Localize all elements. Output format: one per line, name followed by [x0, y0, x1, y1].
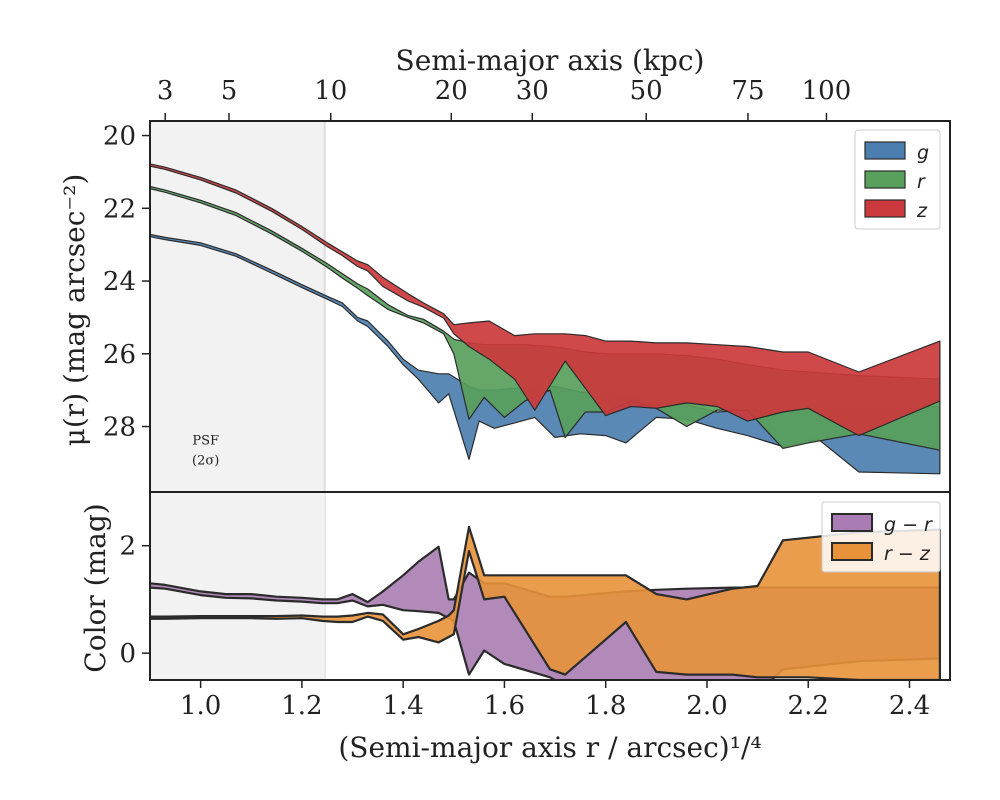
x-tick-label: 1.6: [484, 691, 525, 721]
bottom-y-tick-label: 0: [119, 639, 136, 669]
kpc-tick-label: 3: [157, 76, 174, 106]
top-legend-label: z: [916, 200, 928, 222]
bottom-y-tick-label: 2: [119, 532, 136, 562]
top-legend-label: r: [917, 171, 926, 193]
top-y-tick-label: 26: [103, 340, 136, 370]
top-legend-swatch: [864, 170, 906, 189]
psf-label: PSF: [192, 434, 219, 449]
kpc-tick-label: 75: [731, 76, 764, 106]
kpc-tick-label: 50: [630, 76, 663, 106]
kpc-tick-label: 100: [802, 76, 852, 106]
x-axis-label: (Semi-major axis r / arcsec)¹/⁴: [338, 731, 761, 764]
bottom-legend-label: r − z: [884, 543, 931, 565]
x-tick-label: 2.0: [686, 691, 727, 721]
x-tick-label: 1.8: [585, 691, 626, 721]
bottom-panel-frame: [149, 491, 951, 681]
kpc-tick-label: 10: [314, 76, 347, 106]
kpc-tick-label: 20: [435, 76, 468, 106]
x-tick-label: 1.2: [281, 691, 322, 721]
psf-shade-bottom: [150, 492, 325, 680]
top-y-tick-label: 22: [103, 194, 136, 224]
kpc-tick-label: 30: [516, 76, 549, 106]
series-z-band: [150, 163, 941, 437]
x-tick-label: 1.4: [382, 691, 423, 721]
top-legend-label: g: [917, 142, 929, 164]
top-y-tick-label: 24: [103, 267, 136, 297]
bottom-legend-label: g − r: [884, 514, 933, 536]
top-legend-swatch: [864, 141, 906, 160]
color-panel: 0 2 1.0 1.2 1.4 1.6 1.8 2.0 2.2 2.4 g − r r − z: [119, 491, 951, 721]
bottom-y-axis-label: Color (mag): [79, 503, 112, 672]
x-tick-label: 2.4: [889, 691, 930, 721]
top-axis-label: Semi-major axis (kpc): [396, 44, 705, 77]
top-y-tick-label: 20: [103, 122, 136, 152]
psf-sigma-label: (2σ): [192, 454, 219, 469]
color-series-r-z-band: [150, 525, 942, 680]
kpc-tick-label: 5: [221, 76, 238, 106]
x-tick-label: 1.0: [180, 691, 221, 721]
top-y-tick-label: 28: [103, 413, 136, 443]
bottom-legend-swatch: [831, 513, 873, 532]
x-tick-label: 2.2: [788, 691, 829, 721]
bottom-legend-swatch: [831, 542, 873, 561]
top-legend-swatch: [864, 199, 906, 218]
psf-shade-top: [150, 121, 325, 492]
top-y-axis-label: μ(r) (mag arcsec⁻²): [58, 174, 91, 447]
